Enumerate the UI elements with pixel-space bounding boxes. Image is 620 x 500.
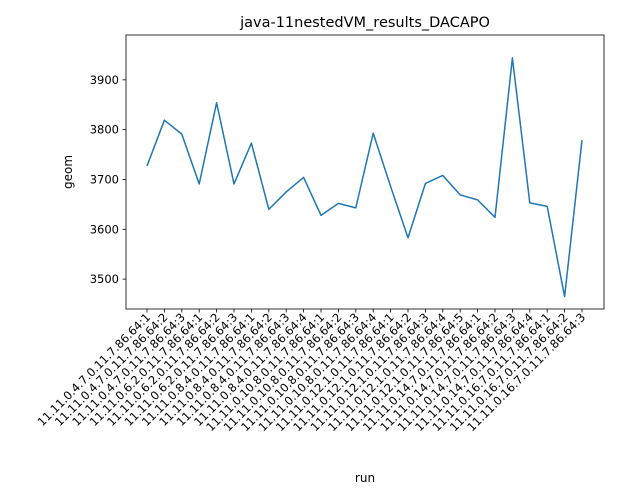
- series-line-0: [146, 57, 583, 298]
- x-axis-label: run: [355, 471, 375, 485]
- y-axis-label: geom: [61, 155, 75, 189]
- chart-title: java-11nestedVM_results_DACAPO: [239, 15, 490, 31]
- plot-area: 3500360037003800390011.11.0.4.7.0.11.7.8…: [34, 34, 605, 434]
- y-tick-label: 3500: [90, 272, 119, 286]
- y-tick-label: 3700: [90, 172, 119, 186]
- axes-frame: [125, 34, 605, 310]
- y-tick-label: 3600: [90, 222, 119, 236]
- y-tick-label: 3900: [90, 73, 119, 87]
- y-tick-label: 3800: [90, 123, 119, 137]
